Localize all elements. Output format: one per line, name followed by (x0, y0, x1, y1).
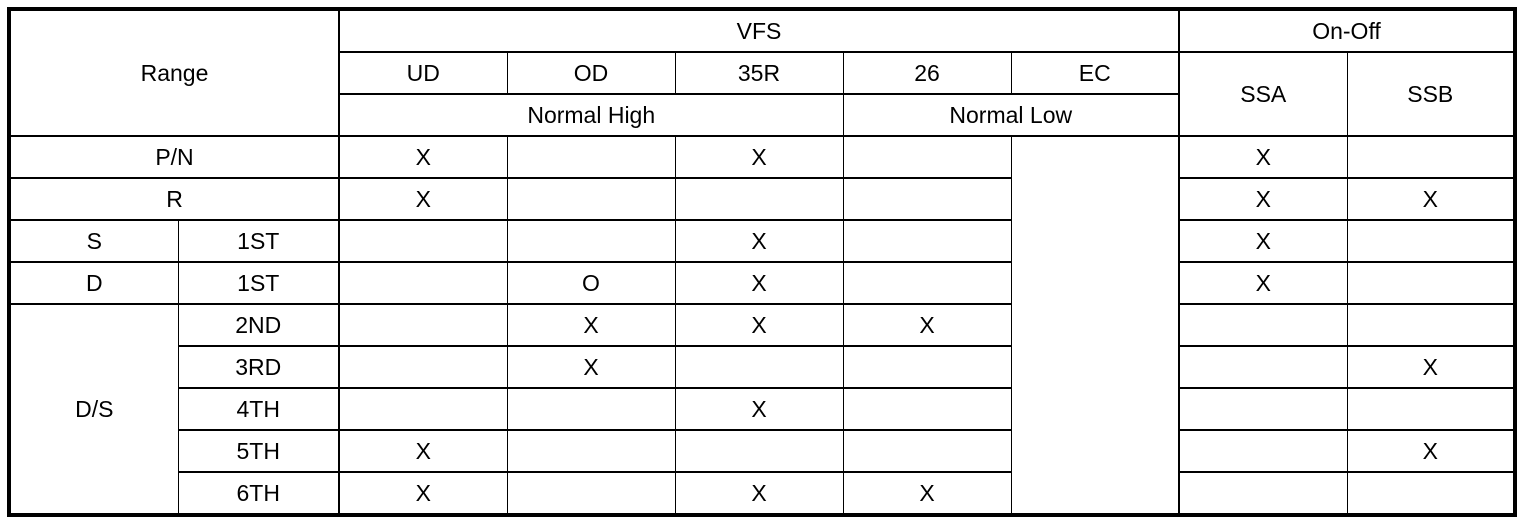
cell-ssb: X (1346, 345, 1516, 389)
cell-ud: X (338, 429, 508, 473)
cell-od (506, 135, 676, 179)
table-row-r: R X X X (8, 177, 1516, 221)
cell-ud (338, 261, 508, 305)
cell-35r: X (674, 471, 844, 516)
cell-35r: X (674, 303, 844, 347)
cell-ud (338, 387, 508, 431)
cell-od (506, 471, 676, 516)
cell-26 (842, 429, 1012, 473)
col-header-od: OD (506, 51, 676, 95)
col-header-35r: 35R (674, 51, 844, 95)
cell-26 (842, 345, 1012, 389)
cell-35r (674, 177, 844, 221)
col-header-26: 26 (842, 51, 1012, 95)
range-header-cell: Range (8, 8, 340, 137)
cell-35r (674, 429, 844, 473)
vfs-group-header-cell: VFS (337, 8, 1180, 53)
table-row-ds-3rd: 3RD X X (9, 345, 1516, 389)
col-header-ec: EC (1010, 51, 1180, 95)
cell-ssa (1178, 345, 1348, 389)
cell-ec-merged (1010, 135, 1180, 516)
cell-ssa: X (1178, 177, 1348, 221)
normal-low-header-cell: Normal Low (842, 93, 1180, 137)
cell-35r: X (674, 219, 844, 263)
row-label-gear: 1ST (177, 219, 340, 263)
row-label-range: P/N (8, 135, 340, 179)
cell-ud: X (338, 135, 508, 179)
cell-26 (842, 135, 1012, 179)
table-row-s-1st: S 1ST X X (8, 219, 1516, 263)
row-label-gear: 2ND (177, 303, 340, 347)
cell-ssb (1346, 261, 1516, 305)
cell-od (506, 219, 676, 263)
cell-od (506, 177, 676, 221)
cell-ud: X (338, 471, 508, 516)
cell-od (506, 429, 676, 473)
cell-ssb (1346, 135, 1516, 179)
header-row-normal-state: Normal High Normal Low (9, 93, 1515, 137)
cell-od (506, 387, 676, 431)
cell-ssb: X (1346, 177, 1516, 221)
table-row-ds-5th: 5TH X X (9, 429, 1516, 473)
cell-ssa (1178, 471, 1348, 516)
row-label-gear: 1ST (177, 261, 340, 305)
cell-26: X (842, 303, 1012, 347)
cell-ssa: X (1178, 261, 1348, 305)
col-header-ssb: SSB (1346, 51, 1516, 137)
row-label-gear: 6TH (177, 471, 340, 516)
cell-ud (338, 219, 508, 263)
solenoid-application-table: Range VFS On-Off UD OD 35R 26 EC SSA SSB… (7, 7, 1518, 517)
table-row-ds-6th: 6TH X X X (9, 471, 1516, 516)
cell-od: X (506, 303, 676, 347)
row-label-range: D (8, 261, 179, 305)
cell-od: O (506, 261, 676, 305)
row-label-gear: 3RD (177, 345, 340, 389)
cell-ssa: X (1178, 219, 1348, 263)
cell-ssb (1346, 303, 1516, 347)
col-header-ud: UD (338, 51, 508, 95)
cell-26 (842, 387, 1012, 431)
cell-ssb (1346, 219, 1516, 263)
table-row-ds-4th: 4TH X (9, 387, 1516, 431)
cell-35r: X (674, 387, 844, 431)
col-header-ssa: SSA (1178, 51, 1348, 137)
cell-26 (842, 177, 1012, 221)
row-label-gear: 4TH (177, 387, 340, 431)
header-row-solenoids: UD OD 35R 26 EC SSA SSB (9, 51, 1516, 137)
header-row-groups: Range VFS On-Off (8, 8, 1516, 137)
row-label-range-ds: D/S (8, 303, 179, 516)
normal-high-header-cell: Normal High (338, 93, 844, 137)
cell-ssb: X (1346, 429, 1516, 473)
row-label-range: R (8, 177, 340, 221)
cell-ssb (1346, 471, 1516, 516)
cell-ssb (1346, 387, 1516, 431)
cell-26 (842, 219, 1012, 263)
cell-od: X (506, 345, 676, 389)
cell-ud (338, 303, 508, 347)
cell-ssa (1178, 387, 1348, 431)
row-label-gear: 5TH (177, 429, 340, 473)
cell-26 (842, 261, 1012, 305)
cell-35r: X (674, 135, 844, 179)
cell-35r: X (674, 261, 844, 305)
table-row-d-1st: D 1ST O X X (8, 261, 1516, 305)
cell-35r (674, 345, 844, 389)
cell-ud (338, 345, 508, 389)
cell-ssa (1178, 429, 1348, 473)
row-label-range: S (8, 219, 179, 263)
table-row-ds-2nd: D/S 2ND X X X (8, 303, 1516, 516)
cell-26: X (842, 471, 1012, 516)
cell-ud: X (338, 177, 508, 221)
cell-ssa (1178, 303, 1348, 347)
onoff-group-header-cell: On-Off (1178, 8, 1516, 53)
table-row-pn: P/N X X X (8, 135, 1516, 516)
cell-ssa: X (1178, 135, 1348, 179)
